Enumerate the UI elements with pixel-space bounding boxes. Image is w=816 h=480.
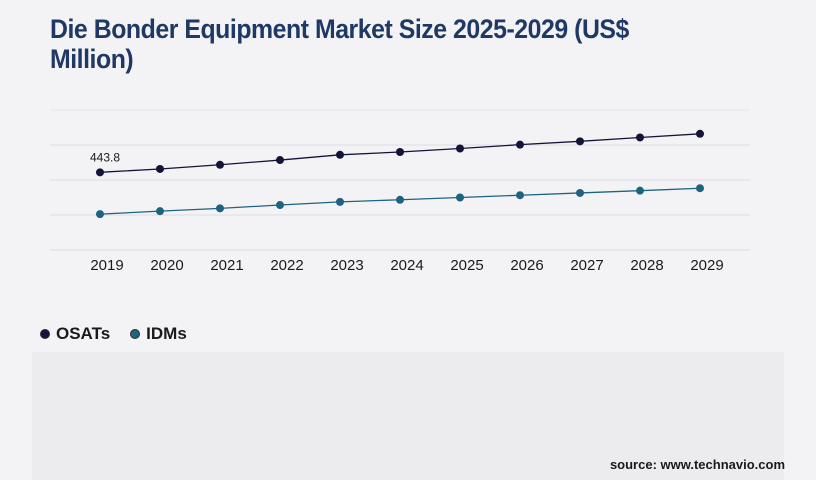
legend-label-idms: IDMs [146,324,187,343]
data-point-osats [456,144,464,153]
legend-marker-osats [40,329,50,339]
data-point-osats [156,164,164,173]
legend-item-osats: OSATs [40,324,110,344]
data-point-idms [156,207,164,216]
legend-marker-idms [130,329,141,339]
x-tick-label: 2020 [150,257,183,274]
data-point-osats [636,133,644,142]
x-tick-label: 2029 [690,257,723,274]
x-tick-label: 2028 [630,257,663,274]
data-point-idms [216,204,224,213]
data-point-osats [516,140,524,149]
x-tick-label: 2019 [90,257,123,274]
x-tick-label: 2022 [270,257,303,274]
bottom-panel [32,352,784,480]
x-tick-label: 2024 [390,257,423,274]
legend-item-idms: IDMs [130,324,187,344]
data-point-idms [456,193,464,202]
data-point-osats [396,148,404,156]
data-label: 443.8 [90,150,120,164]
x-tick-label: 2021 [210,257,243,274]
chart-title: Die Bonder Equipment Market Size 2025-20… [50,14,629,74]
data-point-idms [696,184,704,193]
line-chart: 2019 2020 2021 2022 2023 2024 2025 2026 2027 2028… [50,109,750,274]
data-point-idms [96,210,104,219]
data-point-osats [96,168,104,177]
x-tick-label: 2023 [330,257,363,274]
data-point-osats [696,129,704,138]
x-tick-label: 2026 [510,257,543,274]
legend: OSATs IDMs [40,324,187,344]
data-point-osats [576,137,584,146]
data-point-idms [276,201,284,210]
data-point-idms [396,195,404,204]
x-tick-label: 2025 [450,257,483,274]
data-point-idms [336,197,344,206]
data-point-idms [516,191,524,200]
source-credit: source: www.technavio.com [609,457,785,472]
x-tick-label: 2027 [570,257,603,274]
data-point-idms [576,188,584,197]
legend-label-osats: OSATs [56,324,111,343]
data-point-osats [336,150,344,159]
data-point-osats [216,160,224,169]
data-point-osats [276,156,284,165]
data-point-idms [636,186,644,195]
